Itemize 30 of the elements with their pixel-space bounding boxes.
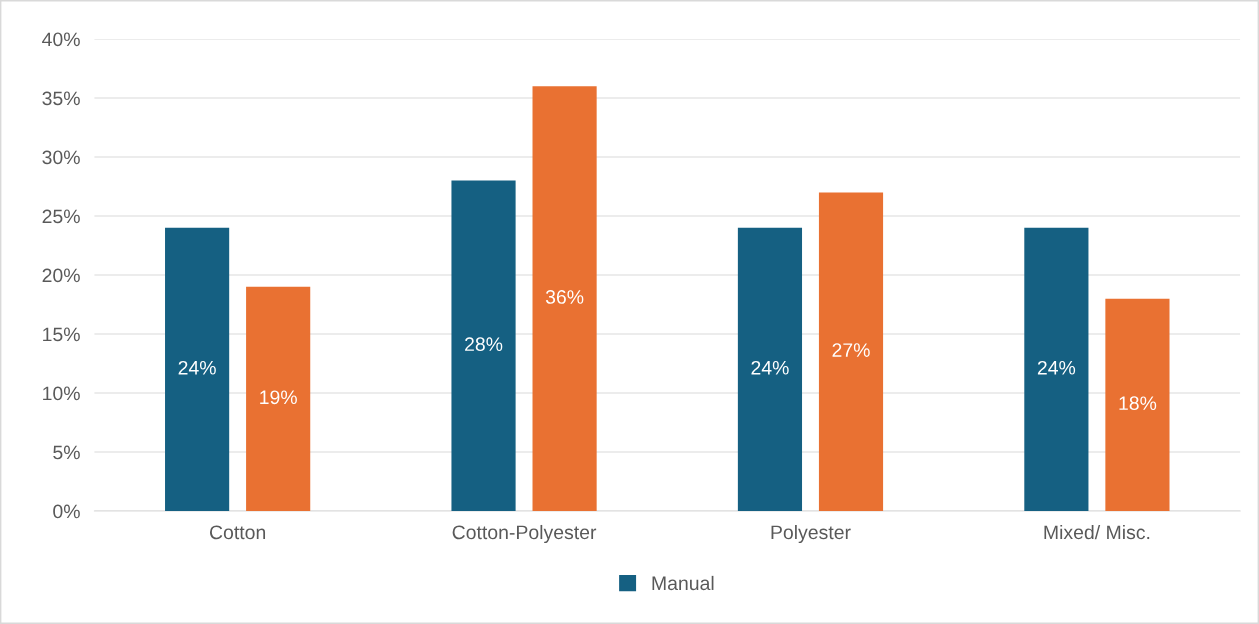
- data-label: 19%: [260, 390, 297, 405]
- data-label: 24%: [1037, 360, 1076, 375]
- data-label: 24%: [178, 360, 216, 375]
- data-label: 36%: [545, 290, 584, 304]
- x-tick-label: Polyester: [771, 524, 851, 544]
- y-tick-label: 10%: [43, 386, 80, 401]
- bar: [818, 192, 884, 512]
- bar: [165, 227, 230, 512]
- x-tick-label: Mixed/ Misc.: [1044, 524, 1150, 540]
- bar: [1105, 298, 1170, 512]
- bar: [451, 180, 516, 512]
- bar: [1024, 227, 1089, 512]
- y-tick-label: 25%: [42, 209, 80, 224]
- data-label: 28%: [465, 337, 503, 352]
- y-tick-label: 5%: [53, 445, 80, 460]
- bar: [246, 286, 311, 512]
- y-tick-label: 30%: [42, 150, 80, 165]
- y-tick-label: 40%: [42, 32, 80, 47]
- y-tick-label: 15%: [43, 327, 80, 342]
- data-label: 18%: [1119, 396, 1157, 411]
- bar: [532, 86, 597, 512]
- data-label: 24%: [751, 360, 789, 375]
- x-tick-label: Cotton-Polyester: [452, 524, 597, 544]
- x-tick-label: Cotton: [209, 525, 266, 540]
- bar: [737, 227, 803, 512]
- legend-label: Manual: [652, 575, 714, 591]
- data-label: 27%: [832, 343, 870, 357]
- y-tick-label: 35%: [42, 91, 80, 106]
- y-tick-label: 20%: [42, 268, 80, 283]
- y-tick-label: 0%: [53, 504, 80, 519]
